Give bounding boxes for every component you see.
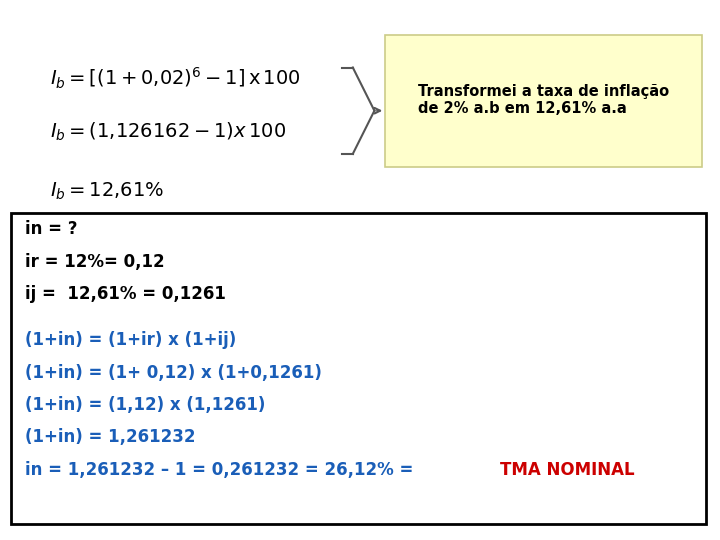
Text: ij =  12,61% = 0,1261: ij = 12,61% = 0,1261 xyxy=(25,285,226,303)
Text: in = ?: in = ? xyxy=(25,220,78,239)
Text: Transformei a taxa de inflação
de 2% a.b em 12,61% a.a: Transformei a taxa de inflação de 2% a.b… xyxy=(418,84,669,116)
Text: TMA NOMINAL: TMA NOMINAL xyxy=(500,461,635,479)
Text: $I_b = 12{,}61\%$: $I_b = 12{,}61\%$ xyxy=(50,181,165,202)
Text: (1+in) = 1,261232: (1+in) = 1,261232 xyxy=(25,428,196,447)
FancyBboxPatch shape xyxy=(11,213,706,524)
Text: $I_b = (1{,}126162 - 1)x\, 100$: $I_b = (1{,}126162 - 1)x\, 100$ xyxy=(50,121,287,144)
Text: (1+in) = (1,12) x (1,1261): (1+in) = (1,12) x (1,1261) xyxy=(25,396,266,414)
Text: $I_b = [(1 + 0{,}02)^6 - 1]\, \mathrm{x}\, 100$: $I_b = [(1 + 0{,}02)^6 - 1]\, \mathrm{x}… xyxy=(50,66,301,91)
Text: in = 1,261232 – 1 = 0,261232 = 26,12% =: in = 1,261232 – 1 = 0,261232 = 26,12% = xyxy=(25,461,419,479)
FancyBboxPatch shape xyxy=(385,35,702,167)
Text: ir = 12%= 0,12: ir = 12%= 0,12 xyxy=(25,253,165,271)
Text: (1+in) = (1+ 0,12) x (1+0,1261): (1+in) = (1+ 0,12) x (1+0,1261) xyxy=(25,363,322,382)
Text: (1+in) = (1+ir) x (1+ij): (1+in) = (1+ir) x (1+ij) xyxy=(25,331,236,349)
